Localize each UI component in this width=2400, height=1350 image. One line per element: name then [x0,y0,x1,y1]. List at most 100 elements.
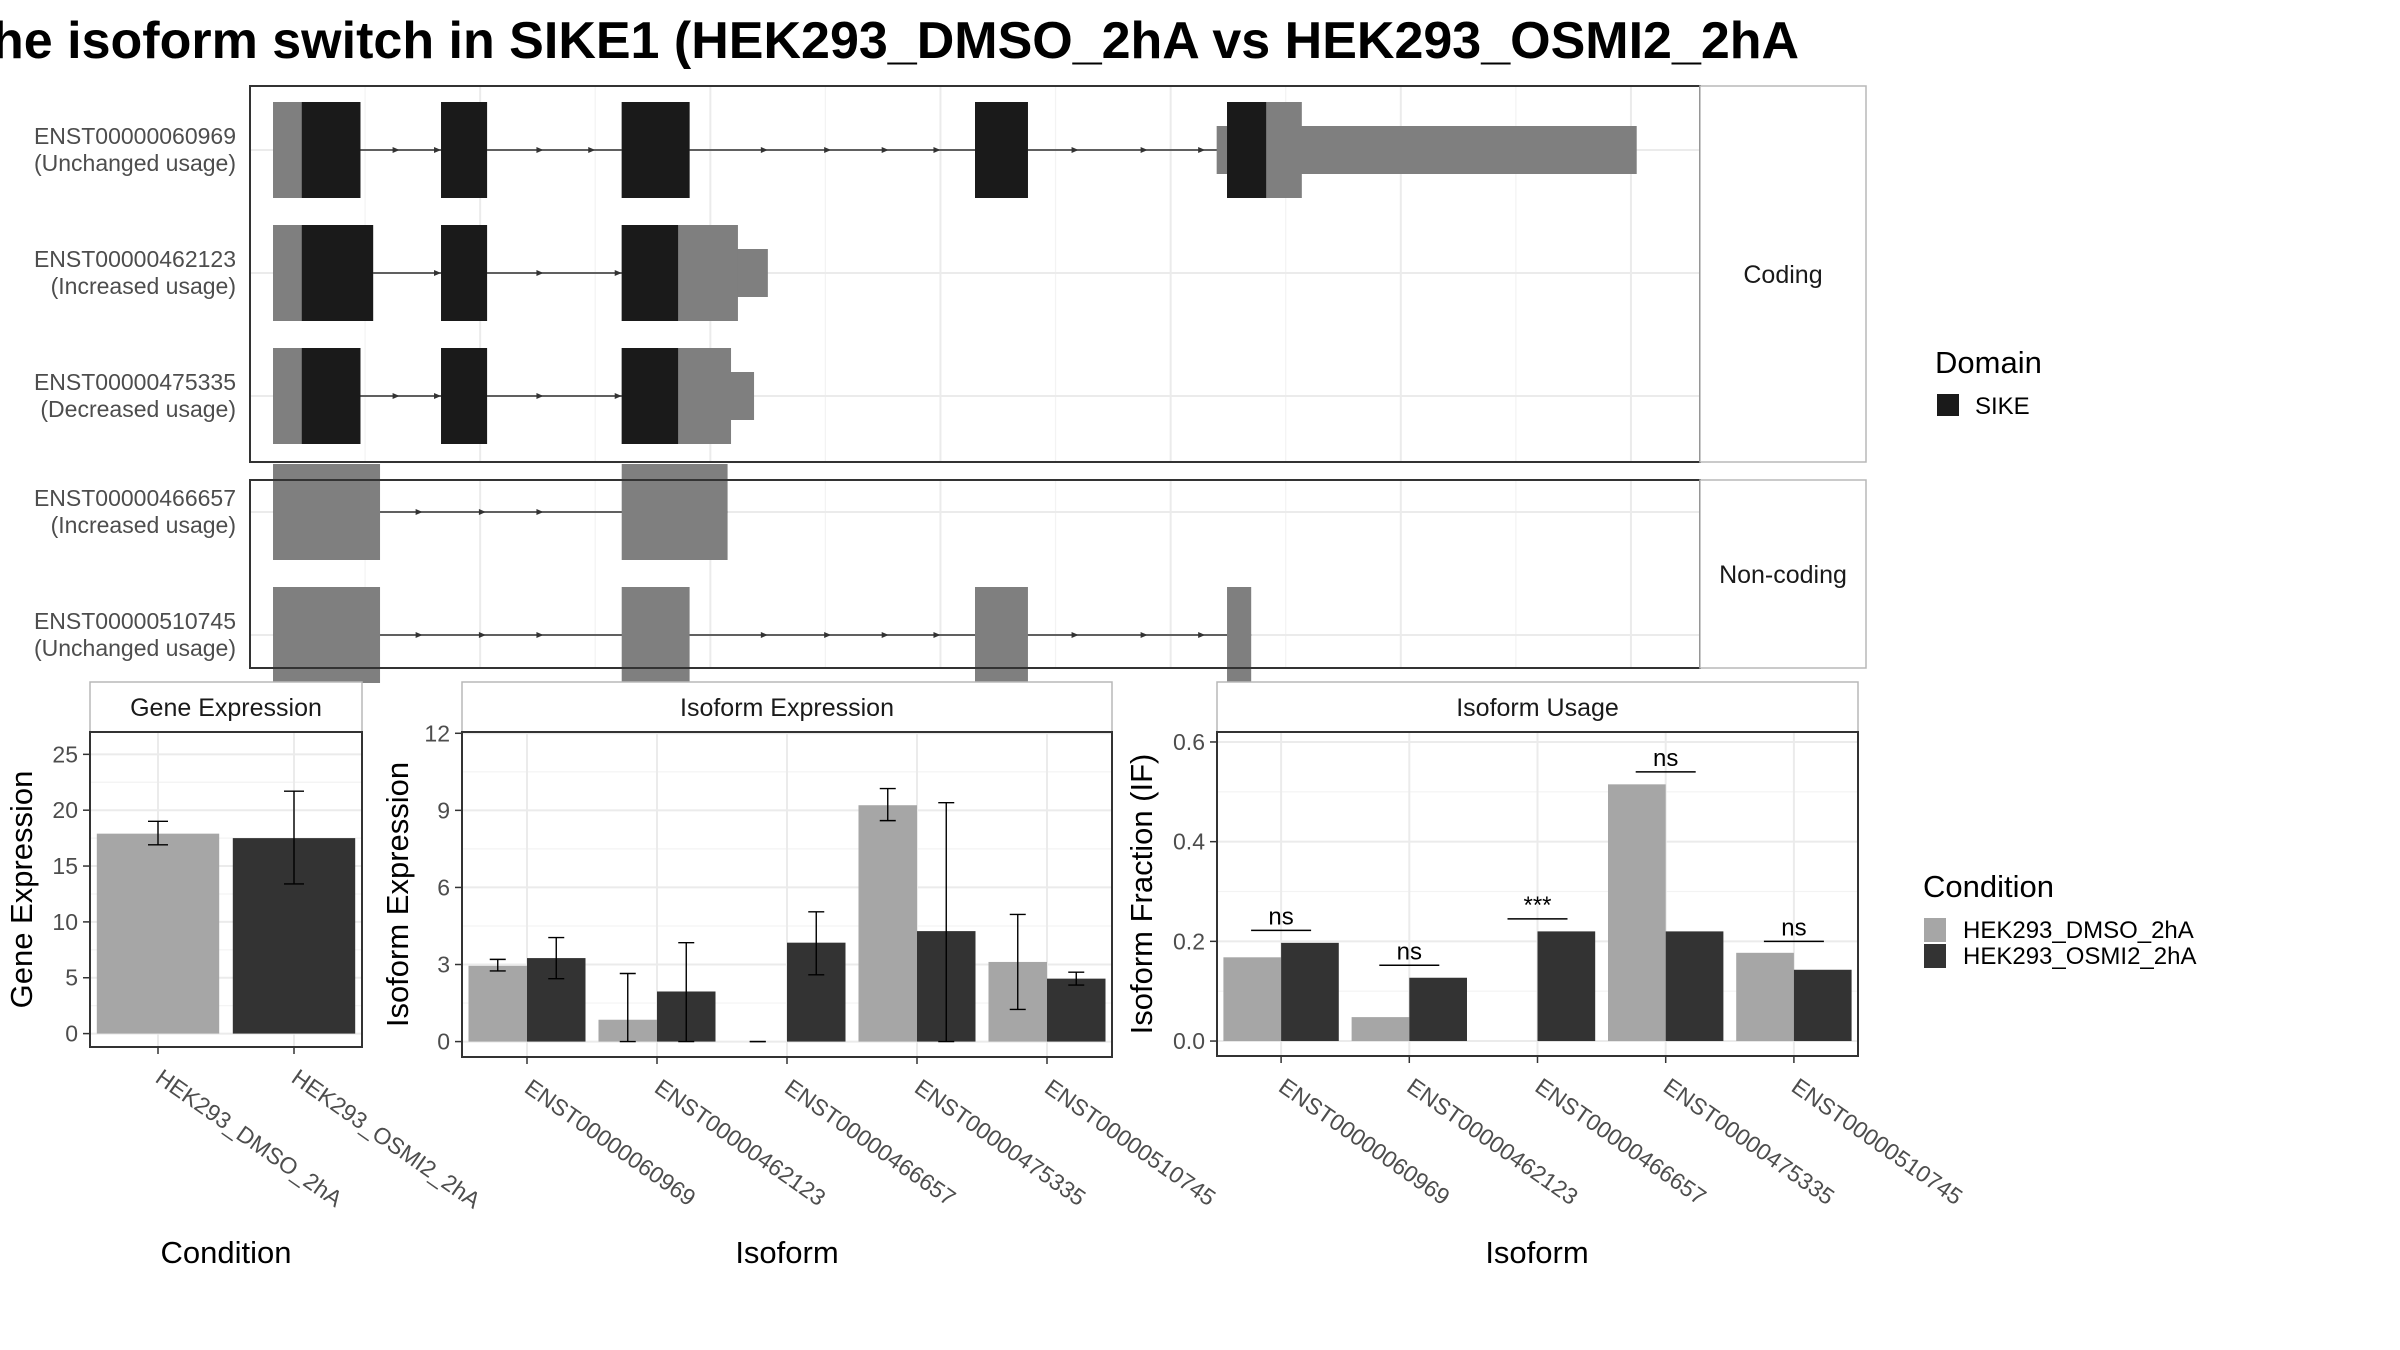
intron-direction-arrow [415,632,423,638]
transcript-id-label: ENST00000510745 [34,608,236,634]
bar [1793,969,1852,1042]
y-axis-title: Isoform Expression [380,762,415,1027]
intron-direction-arrow [1140,147,1148,153]
x-axis-title: Condition [161,1235,292,1270]
y-tick-label: 6 [437,874,450,900]
y-tick-label: 0.2 [1173,928,1205,954]
intron-direction-arrow [536,509,544,515]
intron-direction-arrow [1140,632,1148,638]
intron-direction-arrow [392,393,400,399]
facet-strip [1699,479,1867,669]
intron-direction-arrow [760,147,768,153]
sike-domain-block [621,348,679,444]
condition-legend-label: HEK293_OSMI2_2hA [1963,943,2196,970]
condition-legend-title: Condition [1923,869,2054,904]
y-axis-title: Gene Expression [4,771,39,1009]
intron-direction-arrow [415,509,423,515]
intron-direction-arrow [434,270,442,276]
intron-direction-arrow [392,147,400,153]
transcript-usage-label: (Increased usage) [51,512,236,538]
bar [1537,931,1596,1042]
bar [468,965,527,1042]
panel-strip-title: Gene Expression [130,694,322,722]
panel-strip [461,681,1113,733]
bar [1047,978,1106,1042]
significance-label: ns [1653,745,1678,772]
transcript-id-label: ENST00000060969 [34,123,236,149]
panel-border [89,731,363,1048]
sike-domain-block [621,225,679,321]
intron-direction-arrow [1071,632,1079,638]
y-tick-label: 20 [52,797,78,823]
y-tick-label: 0.0 [1173,1028,1205,1054]
transcript-usage-label: (Increased usage) [51,273,236,299]
transcript-id-label: ENST00000462123 [34,246,236,272]
intron-direction-arrow [434,393,442,399]
y-tick-label: 0 [437,1029,450,1055]
y-tick-label: 9 [437,797,450,823]
y-tick-label: 0 [65,1021,78,1047]
intron-direction-arrow [881,632,889,638]
facet-strip-label: Coding [1743,261,1822,289]
intron-direction-arrow [588,147,596,153]
y-axis-title: Isoform Fraction (IF) [1124,754,1159,1035]
y-tick-label: 0.6 [1173,729,1205,755]
intron-direction-arrow [933,632,941,638]
panel-strip-title: Isoform Usage [1456,694,1619,722]
panel-strip [1216,681,1859,733]
intron-direction-arrow [536,270,544,276]
gene-structure-panel: ENST00000060969(Unchanged usage)ENST0000… [34,85,1867,683]
intron-direction-arrow [478,632,486,638]
intron-direction-arrow [760,632,768,638]
intron-direction-arrow [478,509,486,515]
x-axis-title: Isoform [1485,1235,1588,1270]
sike-domain-block [441,102,488,198]
bar [1736,952,1794,1042]
transcript-usage-label: (Unchanged usage) [34,635,236,661]
sike-domain-block [301,102,361,198]
sike-domain-block [1227,102,1267,198]
domain-legend-label: SIKE [1975,393,2030,420]
figure-title: he isoform switch in SIKE1 (HEK293_DMSO_… [0,12,1799,70]
intron-direction-arrow [1071,147,1079,153]
exon-block [621,464,728,560]
intron-direction-arrow [536,632,544,638]
significance-label: ns [1397,938,1422,965]
bar [1223,957,1282,1042]
bar [858,805,917,1042]
transcript-usage-label: (Decreased usage) [40,396,236,422]
intron-direction-arrow [536,147,544,153]
y-tick-label: 12 [424,720,450,746]
intron-direction-arrow [614,393,622,399]
transcript-id-label: ENST00000466657 [34,485,236,511]
y-tick-label: 15 [52,853,78,879]
isoform-usage-panel: Isoform Usagensns***nsns0.00.20.40.6ENST… [1124,681,1967,1270]
domain-legend-key [1937,394,1959,416]
intron-direction-arrow [434,147,442,153]
significance-label: ns [1781,914,1806,941]
facet-strip [1699,85,1867,463]
sike-domain-block [301,348,361,444]
y-tick-label: 3 [437,952,450,978]
intron-direction-arrow [536,393,544,399]
domain-legend-title: Domain [1935,345,2042,380]
bar [1351,1017,1410,1042]
x-axis-title: Isoform [735,1235,838,1270]
panel-strip-title: Isoform Expression [680,694,894,722]
intron-direction-arrow [824,147,832,153]
transcript-id-label: ENST00000475335 [34,369,236,395]
exon-block [273,464,381,560]
panel-strip [89,681,363,733]
isoform-expression-panel: Isoform Expression036912ENST00000060969E… [380,681,1221,1270]
sike-domain-block [621,102,690,198]
bar [1281,942,1339,1042]
sike-domain-block [301,225,374,321]
intron-direction-arrow [824,632,832,638]
condition-legend-key [1924,918,1946,942]
facet-strip-label: Non-coding [1719,561,1847,589]
bar [1608,784,1666,1042]
sike-domain-block [441,225,488,321]
sike-domain-block [975,102,1028,198]
intron-direction-arrow [933,147,941,153]
